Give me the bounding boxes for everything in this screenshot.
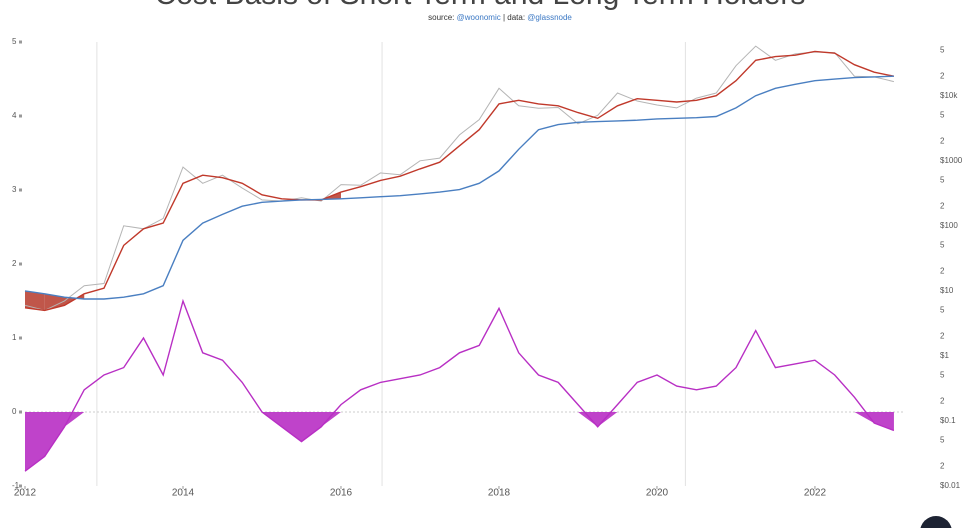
- x-tick-label: 2022: [804, 488, 827, 499]
- y2-tick-label: $1: [940, 351, 949, 360]
- y2-tick-label: 2: [940, 71, 945, 80]
- series-line: [24, 45, 895, 311]
- y2-tick-label: 2: [940, 266, 945, 275]
- y2-tick-label: 5: [940, 371, 945, 380]
- subtitle-part: source:: [428, 13, 456, 22]
- y2-tick-label: $1000: [940, 156, 963, 165]
- subtitle-link: @woonomic: [457, 13, 501, 22]
- y-tick-mark: [19, 336, 22, 340]
- y2-tick-label: 5: [940, 45, 945, 54]
- y-tick-mark: [19, 410, 22, 414]
- y-tick-label: 5: [12, 37, 17, 46]
- series-line: [24, 50, 895, 312]
- y-tick-label: 4: [12, 111, 17, 120]
- y-tick-label: 1: [12, 333, 17, 342]
- y2-tick-label: 2: [940, 331, 945, 340]
- y-tick-label: 3: [12, 185, 17, 194]
- oscillator-area: [25, 412, 894, 472]
- x-tick-label: 2018: [488, 488, 511, 499]
- y2-tick-label: 2: [940, 462, 945, 471]
- cost-basis-gap: [25, 290, 45, 311]
- y2-tick-label: 5: [940, 436, 945, 445]
- chart-title: Cost Basis of Short Term and Long Term H…: [155, 0, 806, 11]
- y2-tick-label: 2: [940, 201, 945, 210]
- y2-tick-label: $0.1: [940, 416, 956, 425]
- y2-tick-label: 5: [940, 241, 945, 250]
- y-tick-mark: [19, 40, 22, 44]
- y2-tick-label: $10: [940, 286, 954, 295]
- y-tick-mark: [19, 262, 22, 266]
- y-tick-label: 2: [12, 259, 17, 268]
- y2-tick-label: 5: [940, 110, 945, 119]
- x-tick-label: 2020: [646, 488, 669, 499]
- y-tick-mark: [19, 188, 22, 192]
- y2-tick-label: $10k: [940, 91, 958, 100]
- y2-tick-label: 2: [940, 396, 945, 405]
- x-tick-label: 2012: [14, 488, 37, 499]
- series-line: [24, 298, 895, 472]
- y2-tick-label: $100: [940, 221, 958, 230]
- x-tick-label: 2014: [172, 488, 195, 499]
- x-tick-label: 2016: [330, 488, 353, 499]
- y2-tick-label: 5: [940, 175, 945, 184]
- y2-tick-label: $0.01: [940, 481, 961, 490]
- y-tick-label: -1: [12, 481, 20, 490]
- y2-tick-label: 5: [940, 306, 945, 315]
- y-tick-label: 0: [12, 407, 17, 416]
- y-tick-mark: [19, 484, 22, 488]
- corner-button: [920, 516, 952, 528]
- y2-tick-label: 2: [940, 136, 945, 145]
- subtitle-link: @glassnode: [527, 13, 572, 22]
- y-tick-mark: [19, 114, 22, 118]
- series-line: [24, 75, 894, 300]
- chart-subtitle: source: @woonomic | data: @glassnode: [428, 13, 572, 22]
- subtitle-part: | data:: [501, 13, 528, 22]
